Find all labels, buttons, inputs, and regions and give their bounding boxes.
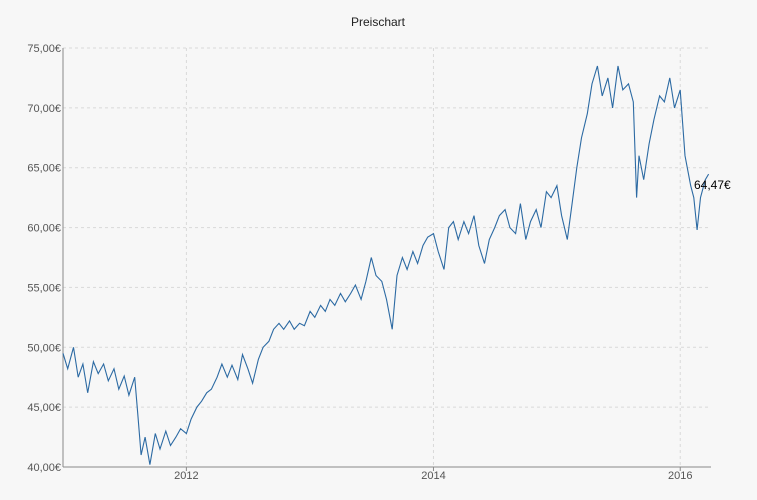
last-price-label: 64,47€ xyxy=(694,178,731,192)
x-tick-label: 2016 xyxy=(668,470,692,482)
grid xyxy=(63,47,711,471)
axes xyxy=(62,48,711,468)
x-tick-label: 2014 xyxy=(421,470,445,482)
y-tick-label: 40,00€ xyxy=(27,462,61,474)
y-tick-labels: 75,00€ 70,00€ 65,00€ 60,00€ 55,00€ 50,00€ 45,0… xyxy=(27,43,61,474)
y-tick-label: 75,00€ xyxy=(27,43,61,55)
x-tick-label: 2012 xyxy=(174,470,198,482)
chart-title: Preischart xyxy=(351,15,406,29)
y-tick-label: 65,00€ xyxy=(27,163,61,175)
y-tick-label: 55,00€ xyxy=(27,282,61,294)
y-tick-label: 60,00€ xyxy=(27,223,61,235)
y-tick-label: 50,00€ xyxy=(27,342,61,354)
x-tick-labels: 2012 2014 2016 xyxy=(174,470,692,482)
price-series-line xyxy=(62,65,710,465)
y-tick-label: 45,00€ xyxy=(27,402,61,414)
y-tick-label: 70,00€ xyxy=(27,103,61,115)
